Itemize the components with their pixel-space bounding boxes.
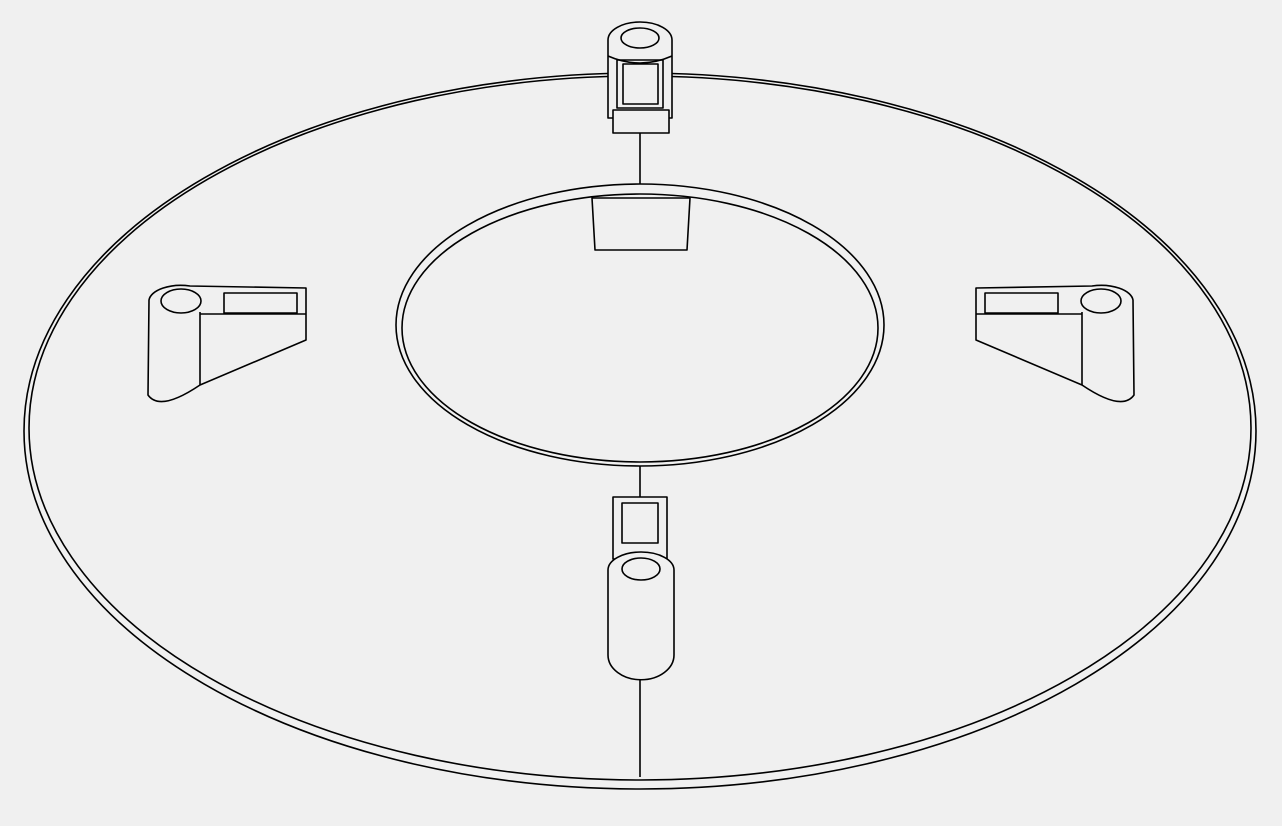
right-bracket	[975, 284, 1135, 403]
clip-top	[612, 496, 668, 560]
clip-hole	[620, 27, 660, 49]
clip-window	[621, 502, 659, 544]
clip-window	[616, 59, 664, 109]
left-bracket	[147, 284, 307, 403]
bracket-hole	[160, 288, 202, 314]
top-clip	[607, 21, 673, 134]
clip-hole	[621, 557, 661, 581]
bottom-clip	[607, 496, 675, 681]
clip-window-inner	[622, 63, 659, 105]
bracket-slot	[984, 292, 1059, 314]
clip-foot	[612, 109, 670, 134]
clip-boss	[607, 551, 675, 681]
bracket-hole	[1080, 288, 1122, 314]
bracket-slot	[223, 292, 298, 314]
clip-body	[607, 21, 673, 119]
inner-hole-edge	[401, 193, 879, 463]
inner-tab	[591, 197, 691, 251]
clip-edge	[607, 55, 673, 64]
